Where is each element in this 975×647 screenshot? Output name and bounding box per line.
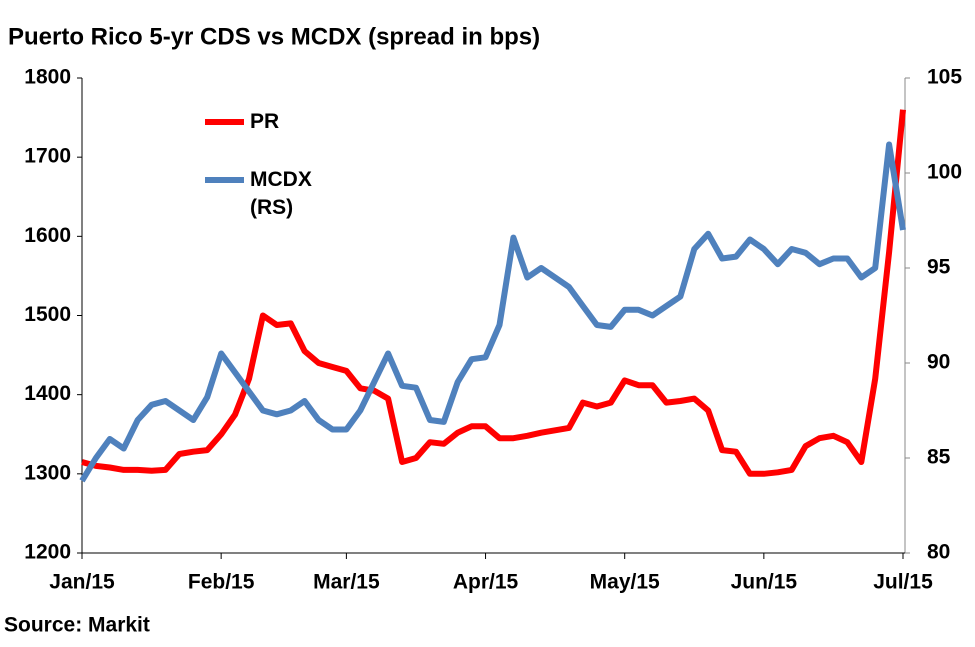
- y-tick-label: 1200: [24, 541, 71, 564]
- y2-tick-label: 105: [927, 66, 962, 89]
- y2-tick-label: 80: [927, 541, 950, 564]
- series-line: [81, 109, 906, 477]
- y-tick-label: 1800: [24, 66, 71, 89]
- y2-tick-label: 85: [927, 446, 951, 469]
- series-line: [79, 141, 906, 483]
- chart-title: Puerto Rico 5-yr CDS vs MCDX (spread in …: [8, 23, 540, 50]
- y-tick-label: 1500: [24, 303, 71, 326]
- x-tick-label: Apr/15: [453, 571, 519, 594]
- x-tick-label: Mar/15: [313, 571, 380, 594]
- x-tick-label: May/15: [590, 571, 660, 594]
- source-note: Source: Markit: [4, 614, 150, 637]
- y2-tick-label: 90: [927, 351, 950, 374]
- y2-tick-label: 95: [927, 256, 951, 279]
- y-tick-label: 1600: [24, 224, 71, 247]
- x-tick-label: Jul/15: [873, 571, 933, 594]
- x-tick-label: Feb/15: [188, 571, 255, 594]
- y-tick-label: 1400: [24, 382, 71, 405]
- y-tick-label: 1700: [24, 145, 71, 168]
- x-tick-label: Jun/15: [731, 571, 798, 594]
- legend-label: PR: [250, 110, 280, 133]
- x-tick-label: Jan/15: [49, 571, 115, 594]
- y2-tick-label: 100: [927, 161, 962, 184]
- legend-label: MCDX (RS): [250, 168, 312, 219]
- y-tick-label: 1300: [24, 461, 71, 484]
